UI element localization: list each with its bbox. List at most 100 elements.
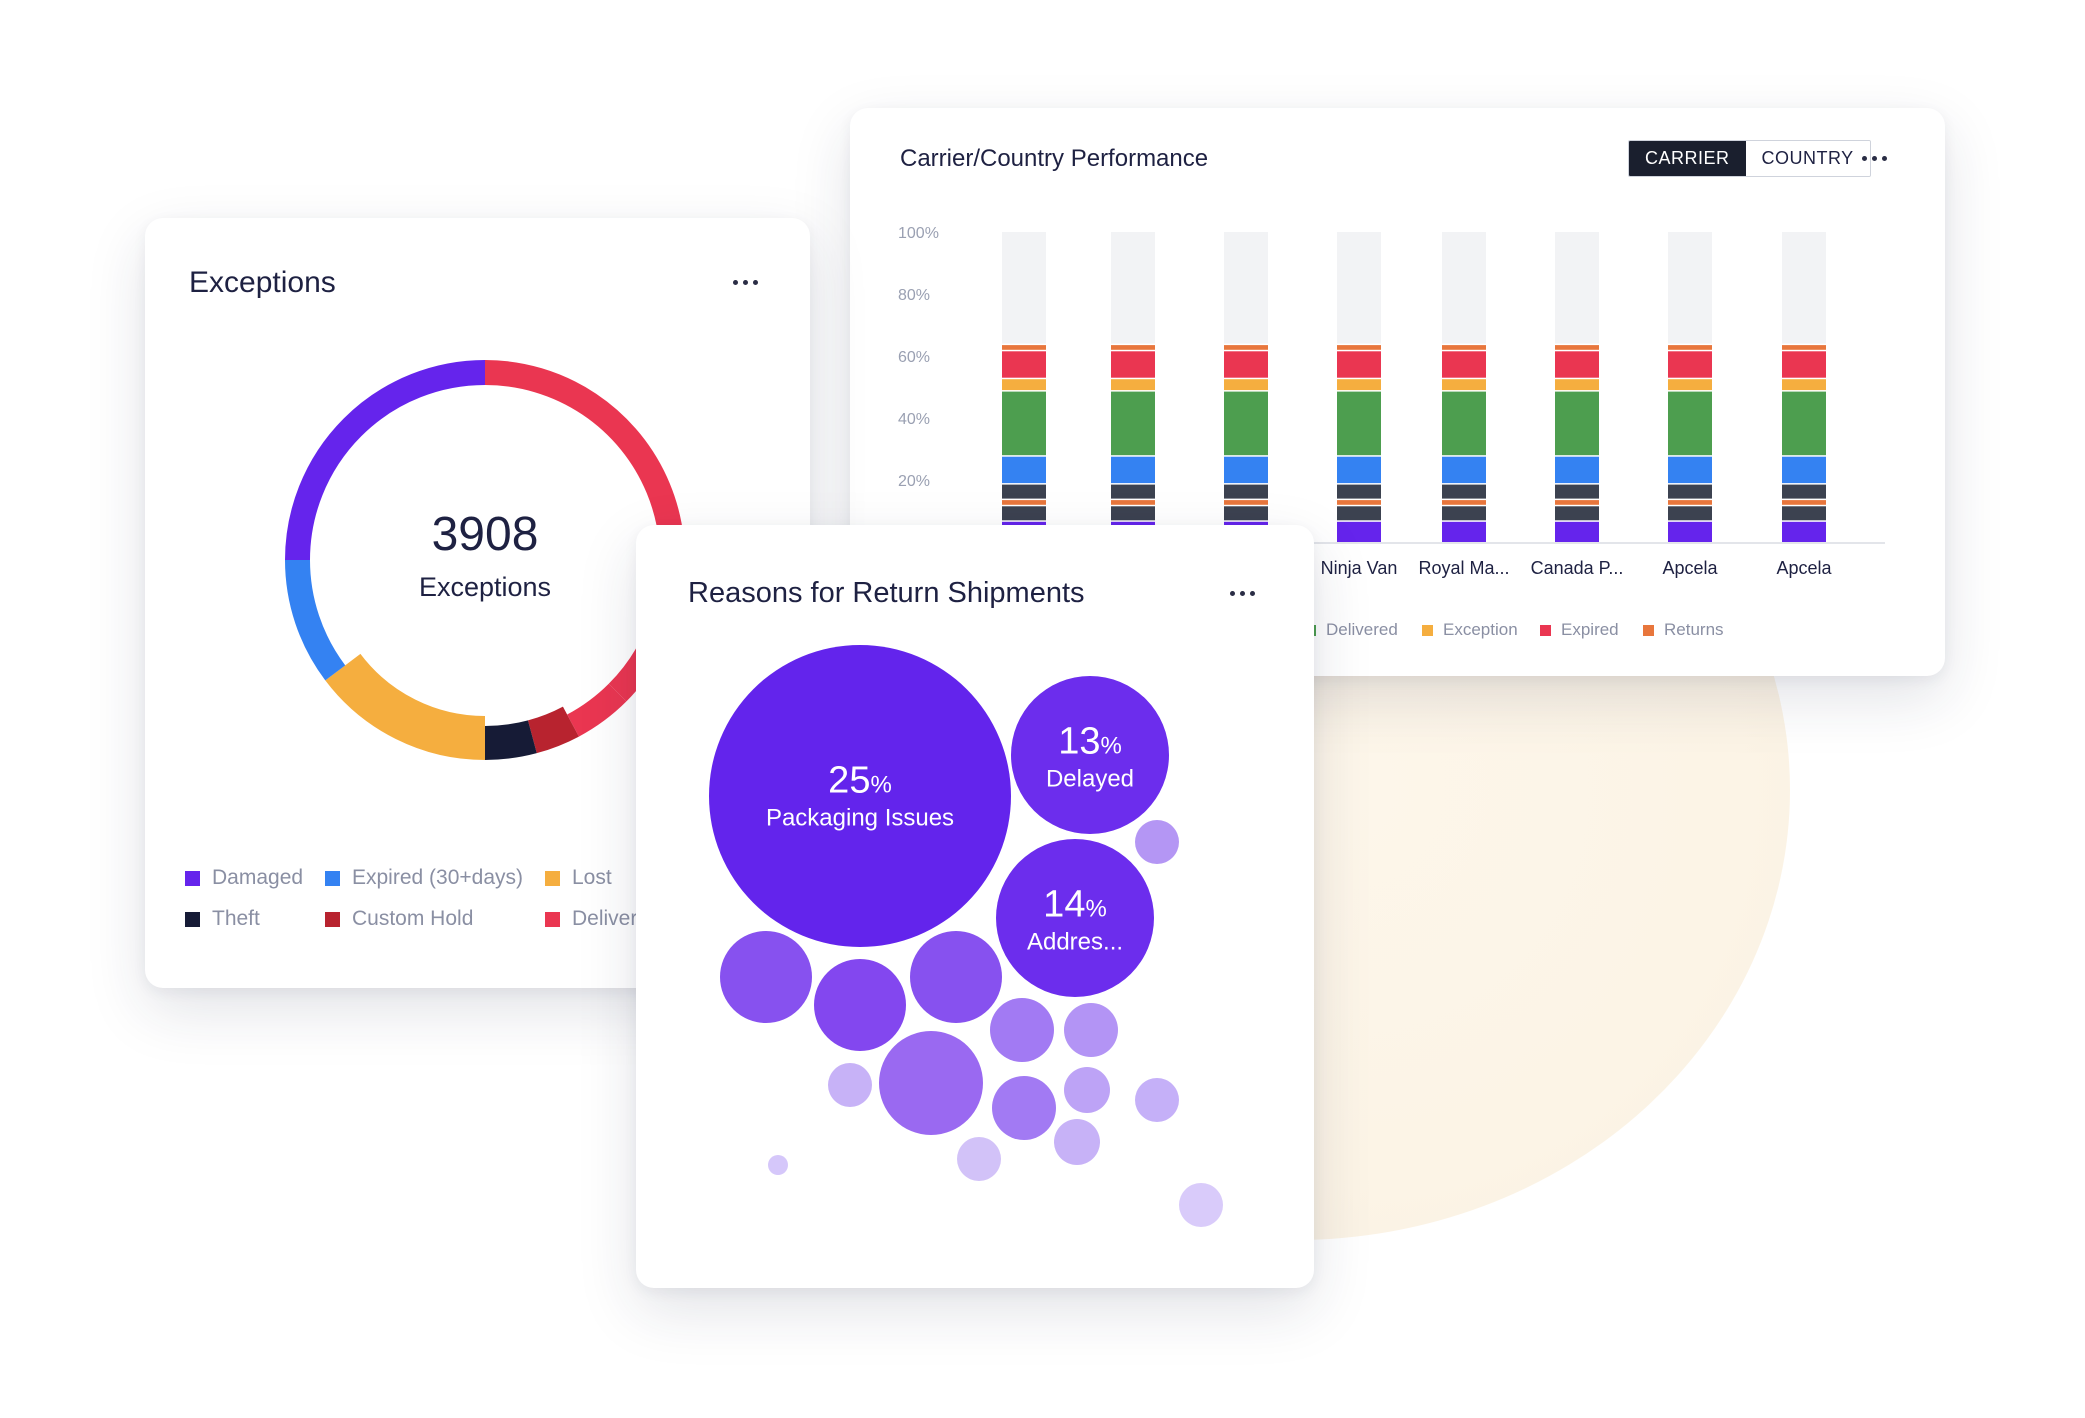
reason-bubble-major[interactable]	[996, 839, 1154, 997]
bar-segment[interactable]	[1224, 506, 1268, 521]
carrier-country-toggle[interactable]: CARRIER COUNTRY	[1628, 140, 1871, 177]
bar-segment[interactable]	[1442, 456, 1486, 484]
bar-segment[interactable]	[1782, 379, 1826, 391]
bar-segment[interactable]	[1111, 506, 1155, 521]
bar-segment[interactable]	[1668, 391, 1712, 456]
bar-segment[interactable]	[1442, 500, 1486, 505]
bar-segment[interactable]	[1337, 391, 1381, 456]
bar-segment[interactable]	[1555, 232, 1599, 344]
bar-segment[interactable]	[1111, 456, 1155, 484]
bar-segment[interactable]	[1111, 379, 1155, 391]
bar-segment[interactable]	[1555, 391, 1599, 456]
bar-segment[interactable]	[1555, 351, 1599, 378]
bar-segment[interactable]	[1224, 345, 1268, 350]
bar-segment[interactable]	[1224, 351, 1268, 378]
bar-segment[interactable]	[1337, 500, 1381, 505]
bar-segment[interactable]	[1002, 379, 1046, 391]
bar-segment[interactable]	[1555, 521, 1599, 542]
bar-segment[interactable]	[1002, 391, 1046, 456]
bar-segment[interactable]	[1224, 391, 1268, 456]
reason-bubble[interactable]	[720, 931, 812, 1023]
reason-bubble-major[interactable]	[709, 645, 1011, 947]
reason-bubble[interactable]	[879, 1031, 983, 1135]
bar-segment[interactable]	[1442, 506, 1486, 521]
reason-bubble[interactable]	[1064, 1003, 1118, 1057]
bar-segment[interactable]	[1782, 351, 1826, 378]
reason-bubble[interactable]	[1135, 820, 1179, 864]
bar-segment[interactable]	[1337, 232, 1381, 344]
bar-segment[interactable]	[1337, 484, 1381, 499]
bar-segment[interactable]	[1002, 500, 1046, 505]
bar-segment[interactable]	[1111, 391, 1155, 456]
bar-segment[interactable]	[1668, 351, 1712, 378]
bar-segment[interactable]	[1442, 484, 1486, 499]
bar-segment[interactable]	[1555, 506, 1599, 521]
bar-segment[interactable]	[1224, 484, 1268, 499]
bar-segment[interactable]	[1337, 351, 1381, 378]
reason-bubble[interactable]	[992, 1076, 1056, 1140]
bar-segment[interactable]	[1442, 232, 1486, 344]
bar-segment[interactable]	[1337, 456, 1381, 484]
carrier-menu-icon[interactable]	[1862, 156, 1887, 161]
bar-segment[interactable]	[1224, 232, 1268, 344]
bar-segment[interactable]	[1002, 351, 1046, 378]
bar-segment[interactable]	[1002, 506, 1046, 521]
bar-segment[interactable]	[1337, 521, 1381, 542]
bar-segment[interactable]	[1002, 345, 1046, 350]
reason-bubble[interactable]	[828, 1063, 872, 1107]
bar-segment[interactable]	[1337, 506, 1381, 521]
reason-bubble[interactable]	[990, 998, 1054, 1062]
country-tab[interactable]: COUNTRY	[1745, 141, 1870, 176]
bar-segment[interactable]	[1337, 345, 1381, 350]
bar-segment[interactable]	[1555, 456, 1599, 484]
bar-segment[interactable]	[1668, 506, 1712, 521]
bar-segment[interactable]	[1668, 521, 1712, 542]
bar-segment[interactable]	[1224, 456, 1268, 484]
bar-segment[interactable]	[1555, 484, 1599, 499]
bar-segment[interactable]	[1337, 379, 1381, 391]
bar-segment[interactable]	[1224, 379, 1268, 391]
bar-segment[interactable]	[1668, 456, 1712, 484]
reason-bubble[interactable]	[1179, 1183, 1223, 1227]
bar-segment[interactable]	[1442, 521, 1486, 542]
reason-bubble[interactable]	[957, 1137, 1001, 1181]
bar-segment[interactable]	[1668, 500, 1712, 505]
bar-segment[interactable]	[1442, 345, 1486, 350]
bar-segment[interactable]	[1668, 379, 1712, 391]
reason-bubble[interactable]	[768, 1155, 788, 1175]
bar-segment[interactable]	[1782, 506, 1826, 521]
reason-bubble[interactable]	[1064, 1067, 1110, 1113]
reason-bubble[interactable]	[1135, 1078, 1179, 1122]
bar-segment[interactable]	[1111, 484, 1155, 499]
bar-segment[interactable]	[1782, 484, 1826, 499]
reason-bubble[interactable]	[1054, 1119, 1100, 1165]
bar-segment[interactable]	[1224, 500, 1268, 505]
bar-segment[interactable]	[1555, 379, 1599, 391]
bar-segment[interactable]	[1668, 484, 1712, 499]
reason-bubble[interactable]	[910, 931, 1002, 1023]
bar-segment[interactable]	[1442, 379, 1486, 391]
bar-segment[interactable]	[1442, 351, 1486, 378]
bar-segment[interactable]	[1782, 345, 1826, 350]
exceptions-menu-icon[interactable]	[733, 280, 758, 285]
bar-segment[interactable]	[1555, 345, 1599, 350]
bar-segment[interactable]	[1782, 500, 1826, 505]
bar-segment[interactable]	[1111, 351, 1155, 378]
bar-segment[interactable]	[1002, 484, 1046, 499]
bar-segment[interactable]	[1442, 391, 1486, 456]
reason-bubble-major[interactable]	[1011, 676, 1169, 834]
bar-segment[interactable]	[1111, 500, 1155, 505]
carrier-tab[interactable]: CARRIER	[1629, 141, 1746, 176]
bar-segment[interactable]	[1782, 521, 1826, 542]
bar-segment[interactable]	[1668, 345, 1712, 350]
bar-segment[interactable]	[1555, 500, 1599, 505]
bar-segment[interactable]	[1111, 345, 1155, 350]
return-reasons-menu-icon[interactable]	[1230, 591, 1255, 596]
bar-segment[interactable]	[1668, 232, 1712, 344]
bar-segment[interactable]	[1002, 456, 1046, 484]
bar-segment[interactable]	[1782, 391, 1826, 456]
bar-segment[interactable]	[1782, 456, 1826, 484]
reason-bubble[interactable]	[814, 959, 906, 1051]
bar-segment[interactable]	[1782, 232, 1826, 344]
bar-segment[interactable]	[1111, 232, 1155, 344]
